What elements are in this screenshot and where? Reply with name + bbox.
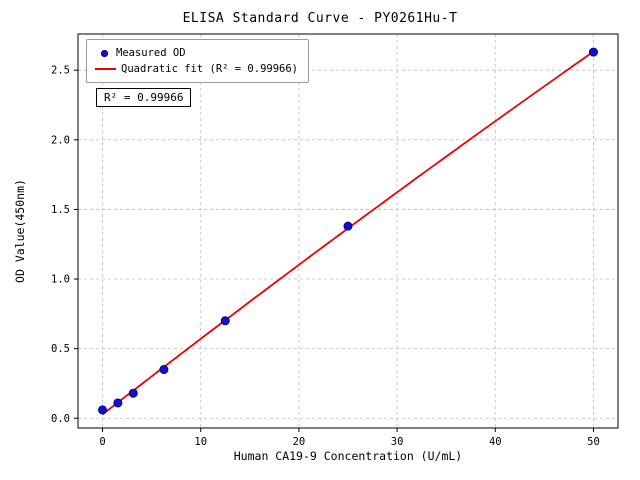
svg-text:20: 20 bbox=[293, 436, 306, 448]
svg-text:1.5: 1.5 bbox=[51, 204, 70, 216]
legend: Measured OD Quadratic fit (R² = 0.99966) bbox=[86, 39, 310, 83]
legend-label-measured-od: Measured OD bbox=[116, 47, 186, 59]
line-marker-icon bbox=[95, 68, 116, 70]
svg-text:50: 50 bbox=[587, 436, 600, 448]
svg-text:2.0: 2.0 bbox=[51, 134, 70, 146]
chart-title: ELISA Standard Curve - PY0261Hu-T bbox=[182, 11, 458, 26]
svg-text:10: 10 bbox=[194, 436, 207, 448]
svg-text:40: 40 bbox=[489, 436, 502, 448]
svg-text:1.0: 1.0 bbox=[51, 274, 70, 286]
y-axis-label: OD Value(450nm) bbox=[13, 179, 27, 283]
r-squared-annotation: R² = 0.99966 bbox=[96, 88, 192, 107]
legend-item-measured-od: Measured OD bbox=[95, 45, 298, 61]
legend-item-quadratic-fit: Quadratic fit (R² = 0.99966) bbox=[95, 61, 298, 77]
svg-text:0.5: 0.5 bbox=[51, 343, 70, 355]
svg-text:0: 0 bbox=[99, 436, 105, 448]
svg-text:30: 30 bbox=[391, 436, 404, 448]
scatter-marker-icon bbox=[101, 49, 108, 57]
x-axis-label: Human CA19-9 Concentration (U/mL) bbox=[233, 449, 463, 463]
svg-text:2.5: 2.5 bbox=[51, 65, 70, 77]
legend-label-quadratic-fit: Quadratic fit (R² = 0.99966) bbox=[121, 63, 299, 75]
svg-text:0.0: 0.0 bbox=[51, 413, 70, 425]
